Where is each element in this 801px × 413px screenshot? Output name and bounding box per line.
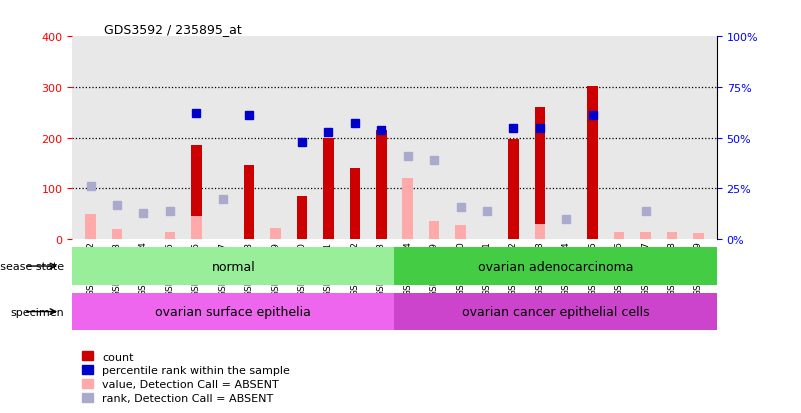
Bar bbox=[85, 214, 96, 240]
Legend: count, percentile rank within the sample, value, Detection Call = ABSENT, rank, : count, percentile rank within the sample… bbox=[78, 347, 295, 408]
Bar bbox=[640, 232, 651, 240]
Bar bbox=[614, 232, 625, 240]
Text: normal: normal bbox=[211, 260, 256, 273]
Bar bbox=[587, 87, 598, 240]
Bar bbox=[394, 248, 717, 285]
Bar bbox=[296, 197, 308, 240]
Bar bbox=[508, 140, 519, 240]
Text: ovarian cancer epithelial cells: ovarian cancer epithelial cells bbox=[462, 305, 650, 318]
Bar bbox=[455, 225, 466, 240]
Text: specimen: specimen bbox=[10, 307, 64, 317]
Bar bbox=[693, 233, 704, 240]
Bar bbox=[323, 138, 334, 240]
Text: disease state: disease state bbox=[0, 261, 64, 271]
Bar bbox=[164, 232, 175, 240]
Bar bbox=[666, 232, 678, 240]
Text: GDS3592 / 235895_at: GDS3592 / 235895_at bbox=[104, 23, 242, 36]
Bar bbox=[534, 108, 545, 240]
Bar bbox=[191, 217, 202, 240]
Bar bbox=[244, 165, 255, 240]
Text: ovarian surface epithelia: ovarian surface epithelia bbox=[155, 305, 312, 318]
Bar bbox=[402, 179, 413, 240]
Bar bbox=[72, 248, 394, 285]
Bar bbox=[394, 293, 717, 330]
Bar bbox=[376, 131, 387, 240]
Bar bbox=[111, 230, 123, 240]
Bar bbox=[72, 293, 394, 330]
Bar bbox=[429, 222, 440, 240]
Text: ovarian adenocarcinoma: ovarian adenocarcinoma bbox=[478, 260, 634, 273]
Bar bbox=[349, 169, 360, 240]
Bar bbox=[270, 228, 281, 240]
Bar bbox=[534, 224, 545, 240]
Bar bbox=[191, 146, 202, 240]
